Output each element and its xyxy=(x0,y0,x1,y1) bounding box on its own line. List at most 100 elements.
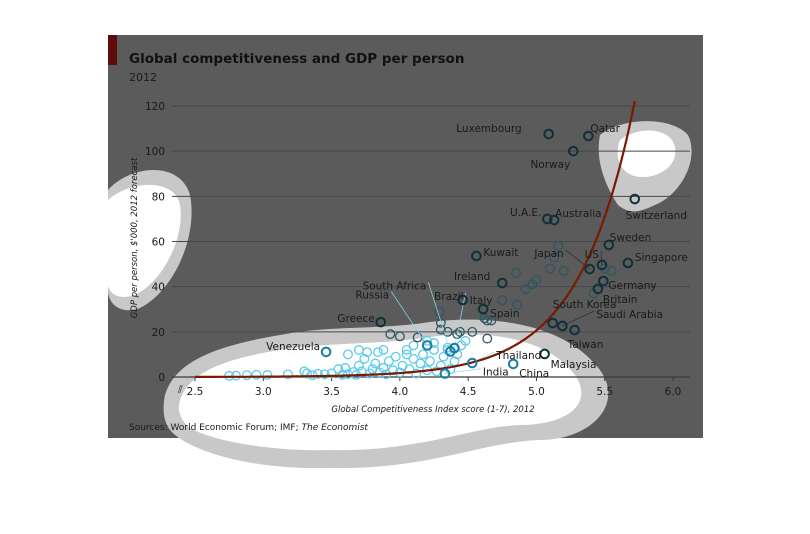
data-point xyxy=(452,329,463,340)
x-tick-label: 5.5 xyxy=(596,386,613,398)
data-point xyxy=(531,274,542,285)
country-label: Britain xyxy=(603,294,638,306)
country-label: India xyxy=(483,367,509,379)
country-label: Ireland xyxy=(454,271,490,283)
data-point xyxy=(231,370,241,381)
data-point xyxy=(435,360,446,371)
data-point xyxy=(353,344,364,355)
highlight-blob-bottom xyxy=(178,334,582,451)
data-point-china xyxy=(507,358,519,370)
data-point-switzerland xyxy=(629,193,641,205)
data-point xyxy=(424,356,435,367)
country-label: Singapore xyxy=(635,252,688,264)
y-tick-label: 80 xyxy=(152,191,165,203)
labelled-countries: Luxembourg Qatar Norway Switzerland U.A.E. Au… xyxy=(266,123,688,380)
data-point-brazil xyxy=(449,342,460,354)
data-point xyxy=(606,265,617,276)
x-tick-label: 2.5 xyxy=(187,386,204,398)
data-point xyxy=(383,356,394,367)
data-point-us xyxy=(596,259,608,271)
country-label: Australia xyxy=(555,208,601,220)
data-point xyxy=(454,326,465,337)
data-point-sweden xyxy=(603,239,615,251)
data-point xyxy=(378,344,389,355)
data-point xyxy=(312,368,323,379)
data-point-saudi-arabia xyxy=(557,320,568,332)
y-axis-label: GDP per person, $'000, 2012 forecast xyxy=(130,157,140,318)
data-point xyxy=(282,369,293,380)
data-point-south-korea xyxy=(547,317,559,329)
data-point xyxy=(497,295,508,306)
y-tick-label: 120 xyxy=(145,101,165,113)
x-tick-label: 4.5 xyxy=(460,386,477,398)
country-label: Qatar xyxy=(590,123,620,135)
x-tick-label: 3.0 xyxy=(255,386,272,398)
chart-subtitle: 2012 xyxy=(129,71,157,84)
data-point-greece xyxy=(375,316,387,328)
data-point-norway xyxy=(568,145,579,157)
country-label: South Africa xyxy=(363,280,427,292)
data-point-australia xyxy=(548,214,560,226)
country-label: Greece xyxy=(337,313,374,325)
data-point-kuwait xyxy=(471,250,482,262)
data-point xyxy=(251,369,262,380)
country-label: Saudi Arabia xyxy=(596,309,663,321)
data-point-luxembourg xyxy=(543,128,555,140)
data-point xyxy=(512,299,523,310)
data-point-russia xyxy=(421,340,433,351)
data-point xyxy=(553,241,564,251)
trendline xyxy=(195,100,636,378)
data-point xyxy=(343,349,353,360)
country-label: Italy xyxy=(470,295,493,307)
data-point xyxy=(545,263,556,274)
country-label: Sweden xyxy=(610,232,652,244)
data-point xyxy=(558,265,569,276)
data-point xyxy=(435,317,446,328)
country-label: Germany xyxy=(608,280,656,292)
data-point xyxy=(442,326,453,337)
data-point xyxy=(549,252,560,263)
data-point xyxy=(378,363,389,373)
data-point xyxy=(408,353,419,364)
leader-line xyxy=(562,310,595,327)
country-label: Kuwait xyxy=(483,247,518,259)
data-point-japan xyxy=(584,263,595,275)
chart-title: Global competitiveness and GDP per perso… xyxy=(129,51,464,67)
data-point-venezuela xyxy=(320,346,332,358)
country-label: Luxembourg xyxy=(456,123,521,135)
data-point xyxy=(401,349,412,360)
data-point xyxy=(482,333,493,344)
y-tick-label: 60 xyxy=(152,237,165,249)
leader-line xyxy=(390,291,428,346)
x-tick-label: 5.0 xyxy=(528,386,545,398)
axis-break-icon: ⫽ xyxy=(177,384,183,396)
country-label: Malaysia xyxy=(551,359,597,371)
data-point xyxy=(482,315,493,326)
data-point xyxy=(411,368,422,379)
country-label: China xyxy=(519,368,549,380)
data-point xyxy=(435,324,446,335)
y-tick-label: 20 xyxy=(152,327,165,339)
y-tick-label: 0 xyxy=(158,372,165,384)
data-point xyxy=(262,370,273,380)
data-point xyxy=(460,335,471,346)
y-tick-label: 100 xyxy=(145,146,165,158)
data-point xyxy=(408,340,419,351)
data-point-qatar xyxy=(583,130,594,142)
data-point xyxy=(353,360,364,371)
country-label: Venezuela xyxy=(266,341,320,353)
highlight-blobs xyxy=(108,121,692,469)
y-axis: 0 20 40 60 80 100 120 xyxy=(145,101,165,384)
data-point xyxy=(429,338,439,349)
brand-red-bar xyxy=(108,35,117,65)
country-label: US xyxy=(585,249,600,261)
country-label: Russia xyxy=(355,289,389,301)
country-label: Japan xyxy=(533,248,563,260)
data-point-u-a-e- xyxy=(542,213,553,225)
data-point xyxy=(401,344,412,355)
data-point xyxy=(390,351,401,362)
x-tick-label: 4.0 xyxy=(392,386,409,398)
data-point xyxy=(394,331,405,342)
x-axis: 2.5 3.0 3.5 4.0 4.5 5.0 5.5 6.0 xyxy=(187,377,681,398)
